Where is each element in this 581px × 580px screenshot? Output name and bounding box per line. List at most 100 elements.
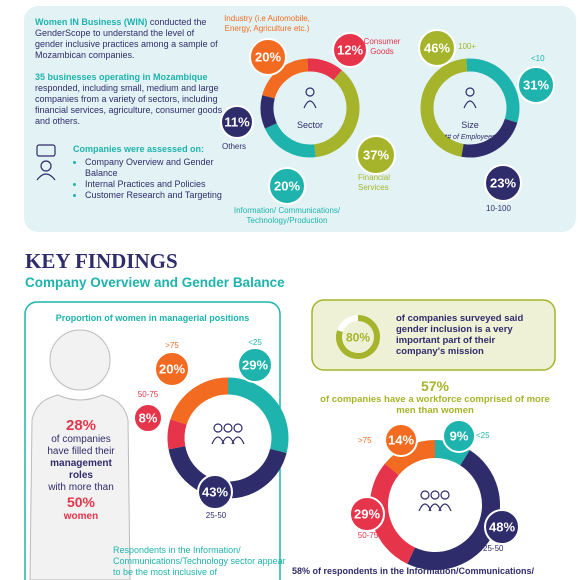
ict-note: Respondents in the Information/ Communic… <box>113 545 286 577</box>
value-label: 31% <box>523 78 549 93</box>
value-bubble <box>418 29 456 67</box>
icon-head <box>213 423 223 433</box>
mission-text: of companies surveyed said gender inclus… <box>396 313 524 357</box>
value-bubble <box>197 474 233 510</box>
value-label: 80% <box>346 331 370 345</box>
donut-segment <box>434 440 470 466</box>
assessed-item: Internal Practices and Policies <box>85 179 223 190</box>
icon-head <box>233 423 243 433</box>
woman-line: with more than <box>48 482 114 493</box>
value-label: 29% <box>354 507 380 522</box>
value-bubble <box>133 403 163 433</box>
icon <box>463 87 477 109</box>
value-bubble <box>237 347 273 383</box>
donut-segment <box>336 315 380 359</box>
category-label: >75 <box>358 436 372 445</box>
category-label: Information/ Communications/ Technology/… <box>233 206 341 225</box>
sample-text: 35 businesses operating in Mozambique re… <box>35 72 223 127</box>
icon <box>211 423 245 445</box>
win-text: conducted the GenderScope to understand … <box>35 17 218 60</box>
workforce-text: of companies have a workforce comprised … <box>320 394 550 416</box>
donut-segment <box>313 70 360 158</box>
category-label: 50-75 <box>137 390 159 399</box>
value-bubble <box>220 105 254 139</box>
donut-segment <box>167 419 187 450</box>
value-label: 12% <box>337 43 363 58</box>
icon-body <box>303 100 317 109</box>
donut-segment <box>407 450 500 570</box>
value-label: 29% <box>242 358 268 373</box>
value-label: 23% <box>490 176 516 191</box>
value-label: 37% <box>363 148 389 163</box>
category-label: Consumer Goods <box>363 37 401 56</box>
value-bubble <box>484 509 520 545</box>
intro-text: Women IN Business (WIN) conducted the Ge… <box>35 17 223 61</box>
assessed-title: Companies were assessed on: <box>73 144 205 154</box>
woman-line: of companies have filled their <box>47 434 115 457</box>
value-label: 9% <box>450 429 469 444</box>
value-label: 43% <box>202 485 228 500</box>
donut-segment <box>227 377 289 454</box>
value-bubble <box>349 496 385 532</box>
value-label: 20% <box>274 179 300 194</box>
category-label: <25 <box>476 431 490 440</box>
value-label: 8% <box>139 411 158 426</box>
ict-note-2: 58% of respondents in the Information/Co… <box>292 566 535 576</box>
woman-body <box>29 394 131 580</box>
center-label: Sector <box>297 120 323 130</box>
managerial-title: Proportion of women in managerial positi… <box>55 313 250 323</box>
assessed-item: Customer Research and Targeting <box>85 190 223 201</box>
value-bubble <box>154 351 190 387</box>
value-bubble <box>517 66 555 104</box>
category-label: <25 <box>248 338 262 347</box>
value-label: 20% <box>159 362 185 377</box>
woman-line: management roles <box>50 458 112 481</box>
donut-segment <box>262 58 309 99</box>
value-bubble <box>268 167 306 205</box>
category-label: 50-75 <box>357 531 379 540</box>
category-label: >75 <box>165 341 179 350</box>
donut-segment <box>461 118 518 158</box>
category-label: Industry (i.e Automobile, Energy, Agricu… <box>224 14 310 33</box>
value-label: 20% <box>255 50 281 65</box>
icon-head <box>430 490 440 500</box>
items: Company Overview and Gender BalanceInter… <box>73 157 223 201</box>
donut-segment <box>466 58 520 123</box>
icon-body <box>231 436 245 445</box>
value-label: 14% <box>388 433 414 448</box>
value-bubble <box>332 32 368 68</box>
center-label: Size <box>461 120 479 130</box>
woman-line: women <box>63 511 99 522</box>
assessed-item: Company Overview and Gender Balance <box>85 157 223 179</box>
category-label: Others <box>222 142 247 151</box>
sample-rest: responded, including small, medium and l… <box>35 83 223 126</box>
icon-head <box>305 87 315 97</box>
value-bubble <box>442 419 476 453</box>
donut-segment <box>420 58 468 157</box>
category-label: 10-100 <box>486 204 511 213</box>
value-bubble <box>356 135 396 175</box>
woman-head <box>49 329 111 391</box>
woman-line: 50% <box>66 494 96 510</box>
value-bubble <box>384 423 418 457</box>
value-label: 11% <box>224 115 250 130</box>
icon-head <box>465 87 475 97</box>
icon-body <box>463 100 477 109</box>
category-label: Financial Services <box>358 173 391 192</box>
icon-body <box>438 503 452 512</box>
sample-bold: 35 businesses operating in Mozambique <box>35 72 208 82</box>
assessed-icon <box>36 144 56 181</box>
icon-head <box>223 423 233 433</box>
woman-line: 28% <box>65 417 97 434</box>
section-title: KEY FINDINGS <box>25 249 178 273</box>
donut-segment <box>264 122 316 158</box>
icon <box>303 87 317 109</box>
value-bubble <box>249 38 287 76</box>
donut-segment <box>170 377 229 425</box>
donut-segment <box>260 95 277 129</box>
category-label: <10 <box>531 54 545 63</box>
category-label: 100+ <box>458 42 477 51</box>
donut-segment <box>384 440 436 476</box>
